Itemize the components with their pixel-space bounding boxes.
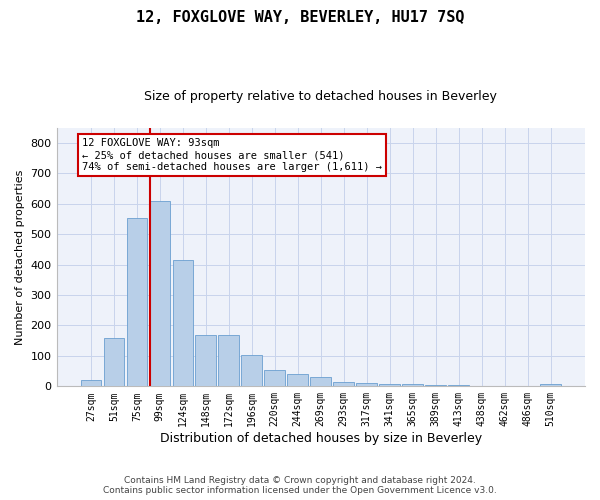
Bar [403, 384, 423, 386]
Text: 12, FOXGLOVE WAY, BEVERLEY, HU17 7SQ: 12, FOXGLOVE WAY, BEVERLEY, HU17 7SQ [136, 10, 464, 25]
Bar [334, 382, 354, 386]
Bar [149, 201, 170, 386]
Bar [425, 385, 446, 386]
Bar [540, 384, 561, 386]
Bar [241, 355, 262, 386]
Bar [196, 334, 216, 386]
Y-axis label: Number of detached properties: Number of detached properties [15, 170, 25, 344]
Bar [265, 370, 285, 386]
Text: 12 FOXGLOVE WAY: 93sqm
← 25% of detached houses are smaller (541)
74% of semi-de: 12 FOXGLOVE WAY: 93sqm ← 25% of detached… [82, 138, 382, 172]
Bar [356, 384, 377, 386]
X-axis label: Distribution of detached houses by size in Beverley: Distribution of detached houses by size … [160, 432, 482, 445]
Title: Size of property relative to detached houses in Beverley: Size of property relative to detached ho… [145, 90, 497, 103]
Bar [310, 377, 331, 386]
Bar [287, 374, 308, 386]
Bar [104, 338, 124, 386]
Bar [127, 218, 147, 386]
Bar [80, 380, 101, 386]
Bar [218, 334, 239, 386]
Text: Contains HM Land Registry data © Crown copyright and database right 2024.
Contai: Contains HM Land Registry data © Crown c… [103, 476, 497, 495]
Bar [379, 384, 400, 386]
Bar [173, 260, 193, 386]
